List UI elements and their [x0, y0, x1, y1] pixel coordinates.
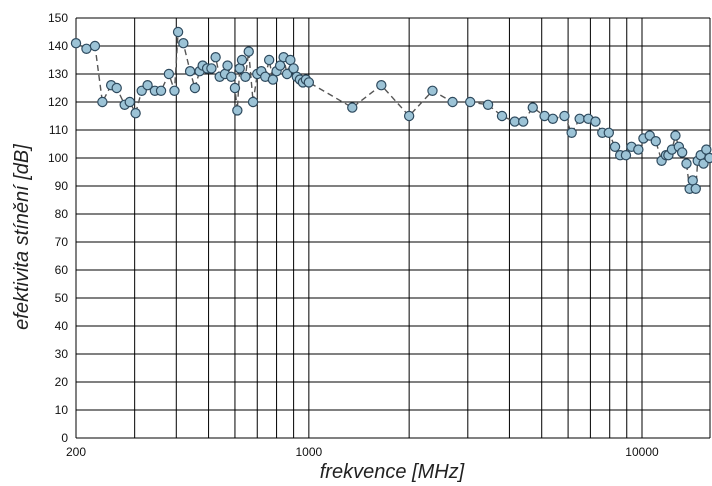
- data-point: [89, 40, 101, 52]
- data-point: [347, 102, 358, 113]
- data-point: [559, 110, 570, 122]
- data-point: [518, 116, 529, 127]
- data-series: [70, 26, 712, 194]
- data-point: [81, 43, 92, 55]
- y-tick-label: 0: [61, 431, 68, 445]
- data-point: [403, 110, 415, 122]
- data-point: [267, 74, 279, 85]
- y-tick-label: 120: [48, 95, 68, 109]
- data-point: [670, 130, 681, 141]
- data-point: [263, 54, 275, 66]
- y-tick-label: 150: [48, 11, 68, 25]
- y-tick-label: 50: [55, 291, 69, 305]
- grid: [75, 17, 711, 439]
- tick-labels: 0 10 20 30 40 50 60 70 80 90 100 110 120 130 140 150 200…: [48, 11, 659, 459]
- data-point: [234, 63, 245, 74]
- data-point: [210, 52, 221, 63]
- data-point: [464, 96, 476, 108]
- data-point: [527, 102, 538, 113]
- y-tick-label: 130: [48, 67, 68, 81]
- data-point: [229, 82, 241, 94]
- data-point: [609, 141, 621, 152]
- y-tick-label: 140: [48, 39, 68, 53]
- data-point: [226, 71, 237, 83]
- data-point: [236, 54, 248, 66]
- x-axis-title: frekvence [MHz]: [320, 461, 465, 483]
- y-axis-title: efektivita stínění [dB]: [11, 144, 33, 330]
- data-point: [155, 85, 167, 97]
- data-point: [240, 71, 251, 83]
- data-point: [676, 147, 688, 158]
- y-tick-label: 110: [49, 123, 68, 137]
- data-point: [650, 135, 661, 147]
- data-point: [247, 96, 259, 108]
- series-line: [75, 31, 711, 190]
- data-point: [574, 113, 585, 125]
- x-tick-label: 200: [66, 445, 86, 459]
- data-point: [496, 110, 508, 122]
- y-tick-label: 10: [55, 403, 69, 417]
- data-point: [111, 82, 122, 94]
- data-point: [281, 68, 293, 80]
- x-tick-label: 1000: [296, 445, 323, 459]
- data-point: [376, 79, 387, 91]
- data-point: [172, 26, 184, 38]
- data-point: [620, 149, 632, 161]
- data-point: [566, 127, 577, 138]
- data-point: [70, 38, 82, 49]
- data-point: [681, 158, 692, 169]
- data-point: [97, 96, 108, 108]
- data-point: [243, 46, 254, 57]
- data-point: [130, 107, 141, 119]
- y-tick-label: 60: [55, 263, 69, 277]
- y-tick-label: 70: [55, 235, 69, 249]
- y-tick-label: 100: [48, 151, 68, 165]
- data-point: [590, 116, 601, 127]
- data-point: [303, 77, 315, 88]
- data-point: [447, 96, 458, 108]
- data-point: [482, 99, 494, 111]
- y-tick-label: 90: [55, 179, 69, 193]
- data-point: [509, 116, 520, 127]
- data-point: [189, 82, 201, 94]
- data-point: [184, 65, 196, 77]
- data-point: [124, 96, 135, 108]
- data-point: [178, 38, 189, 49]
- data-point: [232, 105, 243, 116]
- data-point: [690, 183, 701, 194]
- data-point: [169, 85, 180, 97]
- data-point: [704, 152, 712, 164]
- data-point: [163, 68, 175, 80]
- data-point: [603, 127, 615, 138]
- data-point: [206, 63, 217, 74]
- y-tick-label: 30: [55, 347, 69, 361]
- data-point: [633, 144, 644, 155]
- y-tick-label: 20: [55, 375, 69, 389]
- y-tick-label: 40: [55, 319, 69, 333]
- data-point: [222, 60, 233, 71]
- data-point: [142, 79, 153, 91]
- data-point: [427, 85, 438, 97]
- x-tick-label: 10000: [625, 445, 659, 459]
- y-tick-label: 80: [55, 207, 69, 221]
- data-point: [547, 113, 559, 125]
